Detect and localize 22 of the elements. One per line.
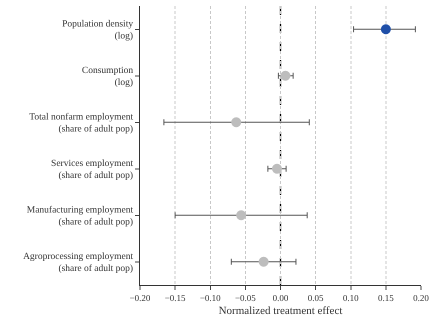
x-tick-label: 0.10: [342, 292, 360, 303]
x-tick-label: 0.05: [308, 292, 324, 303]
point: [272, 164, 282, 174]
point: [280, 70, 290, 81]
point: [380, 24, 391, 34]
x-tick-label: −0.20: [130, 292, 151, 303]
x-tick-label: −0.15: [164, 292, 186, 303]
x-tick-label: 0.00: [272, 292, 289, 303]
x-tick-label: 0.20: [413, 292, 430, 303]
y-tick-label: Consumption (log): [82, 66, 134, 88]
y-tick-label: Services employment (share of adult pop): [51, 158, 134, 182]
x-tick-label: −0.05: [234, 292, 256, 303]
y-tick-label: Total nonfarm employment (share of adult pop): [29, 112, 134, 135]
y-tick-label: Population density (log): [62, 19, 134, 42]
x-axis-title: Normalized treatment effect: [218, 305, 342, 317]
y-tick-label: Agroprocessing employment (share of adult pop): [23, 252, 134, 274]
x-tick-label: 0.15: [378, 292, 394, 303]
x-tick-label: −0.10: [200, 292, 222, 303]
point: [258, 256, 269, 267]
point: [236, 210, 246, 220]
point: [231, 117, 242, 128]
y-tick-label: Manufacturing employment (share of adult pop): [26, 205, 134, 228]
